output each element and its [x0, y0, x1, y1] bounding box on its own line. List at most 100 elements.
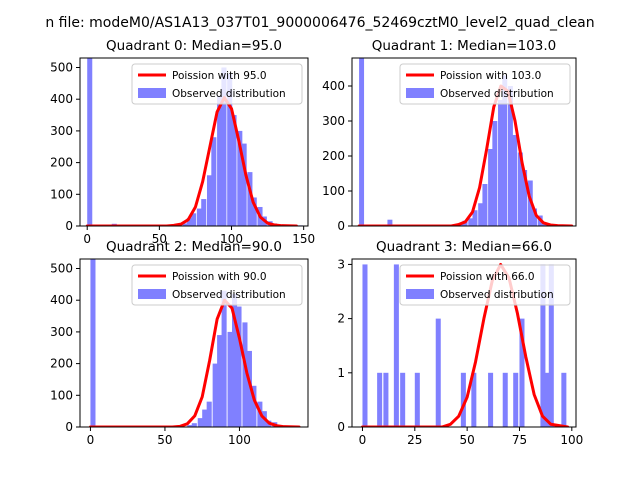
histogram-bar [246, 350, 252, 427]
y-tick-label: 300 [322, 114, 345, 128]
x-tick-label: 0 [359, 433, 367, 447]
histogram-bar [359, 58, 365, 226]
histogram-bar [561, 372, 567, 427]
histogram-bar [90, 259, 96, 427]
subplot-quadrant-3: Quadrant 3: Median=66.0 0 1 2 3 0 25 50 75 100 Poi… [337, 239, 583, 447]
histogram-bar [502, 372, 508, 427]
histogram-bar [212, 363, 218, 427]
histogram-bar [232, 293, 238, 427]
histogram-bar [377, 372, 383, 427]
histogram-bar [400, 372, 406, 427]
histogram-bar [507, 86, 513, 226]
y-tick-label: 300 [50, 124, 73, 138]
x-tick-label: 50 [459, 433, 474, 447]
legend-hist-label: Observed distribution [172, 289, 286, 301]
subplot-quadrant-0: Quadrant 0: Median=95.0 0 100 200 300 400 500 0… [50, 38, 315, 246]
histogram-bar [488, 372, 494, 427]
histogram-bar [211, 137, 217, 226]
histogram-bar [517, 152, 523, 226]
subplot-quadrant-1: Quadrant 1: Median=103.0 0 100 200 300 400 Poi… [322, 38, 577, 233]
histogram-bar [227, 73, 233, 226]
histogram-bar [191, 213, 197, 226]
histogram-bar [460, 372, 466, 427]
poisson-curve [357, 84, 574, 226]
histogram-bar [544, 372, 550, 427]
y-tick-label: 0 [337, 219, 345, 233]
x-tick-label: 100 [560, 433, 583, 447]
histogram-bar [512, 135, 518, 226]
histogram-bar [502, 75, 508, 226]
legend-hist-label: Observed distribution [440, 88, 554, 100]
histogram-bar [196, 208, 202, 226]
legend: Poission with 95.0 Observed distribution [131, 63, 303, 105]
plot-area [360, 262, 570, 427]
legend-box [399, 264, 571, 306]
histogram-bar [362, 264, 368, 427]
y-tick-label: 100 [50, 187, 73, 201]
y-tick-label: 0 [337, 420, 345, 434]
x-tick-label: 100 [220, 232, 243, 246]
histogram-bar [231, 115, 237, 226]
x-tick-label: 50 [152, 232, 167, 246]
y-tick-label: 2 [337, 312, 345, 326]
histogram-bar [251, 385, 257, 427]
histogram-bar [217, 96, 223, 226]
histogram-bar [241, 143, 247, 226]
legend-hist-swatch [138, 289, 166, 299]
x-tick-label: 25 [407, 433, 422, 447]
histogram-bar [472, 210, 478, 226]
x-tick-label: 75 [512, 433, 527, 447]
histogram-bar [471, 372, 477, 427]
histogram-bar [522, 170, 528, 226]
histogram-bar [191, 423, 197, 427]
histogram-bar [217, 335, 223, 427]
x-tick-label: 0 [83, 232, 91, 246]
y-tick-label: 500 [50, 61, 73, 75]
x-tick-label: 150 [292, 232, 315, 246]
poisson-curve [88, 298, 301, 427]
histogram-bar [519, 318, 525, 427]
y-tick-label: 300 [50, 325, 73, 339]
histogram-bar [468, 218, 474, 226]
subplot-title: Quadrant 0: Median=95.0 [106, 38, 282, 54]
subplot-title: Quadrant 1: Median=103.0 [372, 38, 556, 54]
legend-curve-label: Poission with 90.0 [172, 271, 267, 283]
legend: Poission with 90.0 Observed distribution [131, 264, 303, 306]
histogram-bar [206, 175, 213, 226]
y-tick-label: 400 [322, 79, 345, 93]
subplot-quadrant-2: Quadrant 2: Median=90.0 0 100 200 300 400 500 0… [50, 239, 309, 447]
subplot-grid: Quadrant 0: Median=95.001002003004005000… [50, 38, 583, 447]
legend-box [131, 264, 303, 306]
y-tick-label: 0 [65, 219, 73, 233]
poisson-curve [85, 96, 298, 226]
histogram-bar [387, 219, 393, 226]
y-tick-label: 100 [322, 184, 345, 198]
y-tick-label: 400 [50, 293, 73, 307]
histogram-bar [492, 121, 498, 226]
subplot-title: Quadrant 2: Median=90.0 [106, 239, 282, 255]
histogram-bar [221, 290, 227, 427]
histogram-bar [197, 418, 203, 427]
axes-frame [79, 57, 309, 227]
histogram-bar [540, 264, 546, 427]
histogram-bar [498, 100, 503, 226]
y-tick-label: 200 [50, 357, 73, 371]
x-tick-label: 100 [228, 433, 251, 447]
y-tick-label: 400 [50, 92, 73, 106]
histogram-bar [87, 58, 93, 226]
y-tick-label: 0 [65, 420, 73, 434]
legend-hist-swatch [406, 289, 434, 299]
x-tick-label: 0 [87, 433, 95, 447]
legend-hist-label: Observed distribution [440, 289, 554, 301]
axes-frame [351, 57, 577, 227]
histogram-bar [206, 401, 212, 427]
histogram-bar [393, 264, 399, 427]
histogram-bar [532, 208, 538, 226]
histogram-bar [482, 184, 488, 226]
plot-area [357, 58, 574, 226]
histogram-bar [251, 197, 257, 226]
y-tick-label: 100 [50, 388, 73, 402]
legend-hist-label: Observed distribution [172, 88, 286, 100]
axes-frame [79, 258, 309, 428]
